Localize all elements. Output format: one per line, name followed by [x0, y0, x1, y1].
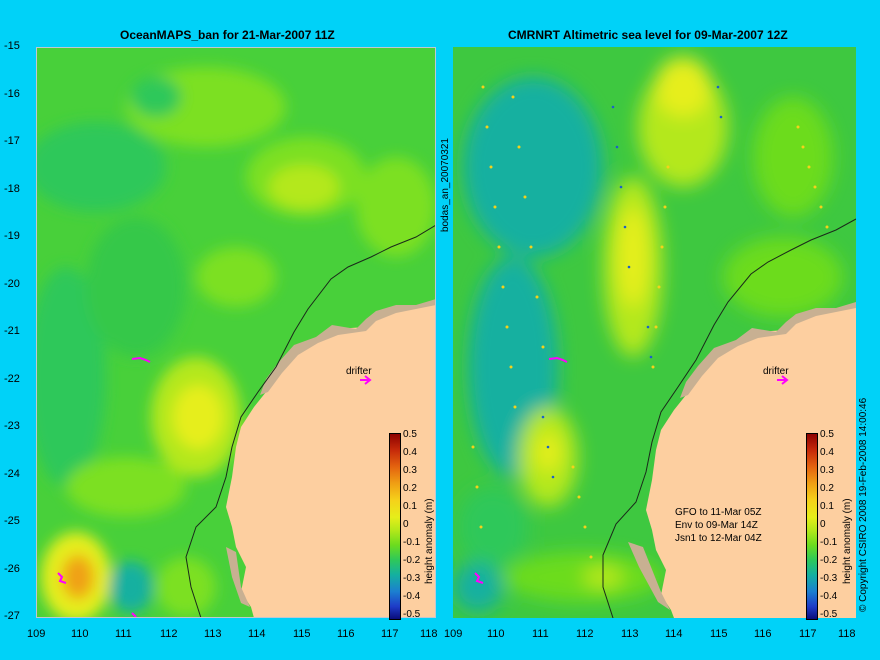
y-tick: -25 [4, 515, 20, 527]
drifter-label-left: drifter [346, 366, 372, 377]
x-tick: 112 [576, 628, 594, 640]
y-tick: -19 [4, 230, 20, 242]
y-tick: -22 [4, 373, 20, 385]
left-colorbar [389, 433, 401, 620]
colorbar-tick: 0.2 [403, 483, 417, 494]
australia-land [226, 302, 436, 618]
colorbar-tick: 0 [820, 519, 826, 530]
drifter-track-2 [474, 572, 484, 584]
left-map-canvas[interactable]: drifter [36, 47, 436, 618]
satellite-legend-line: Env to 09-Mar 14Z [675, 520, 758, 531]
colorbar-tick: 0.2 [820, 483, 834, 494]
colorbar-tick: 0.3 [403, 465, 417, 476]
x-tick: 117 [799, 628, 817, 640]
drifter-label-right: drifter [763, 366, 789, 377]
right-colorbar-label: height anomaly (m) [842, 498, 853, 584]
x-tick: 114 [665, 628, 683, 640]
x-tick: 113 [621, 628, 639, 640]
y-tick: -17 [4, 135, 20, 147]
x-tick: 110 [487, 628, 505, 640]
drifter-track-1 [548, 356, 568, 363]
colorbar-tick: -0.1 [403, 537, 421, 548]
copyright-label: © Copyright CSIRO 2008 19-Feb-2008 14:00… [858, 397, 869, 612]
coastal-shelf [226, 299, 436, 607]
x-tick: 111 [115, 628, 132, 640]
colorbar-tick: -0.4 [820, 591, 838, 602]
drifter-arrow-right [777, 375, 789, 385]
x-tick: 117 [381, 628, 399, 640]
satellite-legend-line: GFO to 11-Mar 05Z [675, 507, 762, 518]
x-tick: 109 [27, 628, 46, 640]
drifter-arrow-left [360, 375, 372, 385]
colorbar-tick: 0.1 [820, 501, 834, 512]
x-tick: 118 [420, 628, 438, 640]
x-tick: 118 [838, 628, 856, 640]
right-map-canvas[interactable]: drifter GFO to 11-Mar 05Z Env to 09-Mar … [453, 47, 856, 618]
drifter-track-3 [131, 612, 137, 618]
colorbar-tick: 0.4 [403, 447, 417, 458]
x-tick: 116 [337, 628, 355, 640]
right-colorbar [806, 433, 818, 620]
y-tick: -21 [4, 325, 20, 337]
y-tick: -15 [4, 40, 20, 52]
altimeter-track-dots [471, 85, 829, 559]
y-tick: -20 [4, 278, 20, 290]
colorbar-tick: -0.3 [403, 573, 421, 584]
x-tick: 114 [248, 628, 266, 640]
colorbar-tick: 0.1 [403, 501, 417, 512]
colorbar-tick: -0.3 [820, 573, 838, 584]
colorbar-tick: -0.1 [820, 537, 838, 548]
x-tick: 112 [160, 628, 178, 640]
right-map-title: CMRNRT Altimetric sea level for 09-Mar-2… [508, 28, 788, 42]
colorbar-tick: 0 [403, 519, 409, 530]
height-anomaly-field [453, 57, 843, 612]
y-tick: -24 [4, 468, 20, 480]
satellite-legend-line: Jsn1 to 12-Mar 04Z [675, 533, 762, 544]
analysis-file-label: bodas_an_20070321 [440, 138, 451, 232]
x-tick: 115 [710, 628, 728, 640]
y-tick: -23 [4, 420, 20, 432]
height-anomaly-field [36, 67, 436, 618]
left-map-title: OceanMAPS_ban for 21-Mar-2007 11Z [120, 28, 335, 42]
y-tick: -18 [4, 183, 20, 195]
altimeter-track-dots-blue [541, 85, 723, 479]
colorbar-tick: 0.5 [403, 429, 417, 440]
colorbar-tick: -0.5 [403, 609, 421, 620]
x-tick: 113 [204, 628, 222, 640]
x-tick: 110 [71, 628, 89, 640]
australia-land [646, 305, 856, 618]
colorbar-tick: 0.3 [820, 465, 834, 476]
x-tick: 116 [754, 628, 772, 640]
y-tick: -27 [4, 610, 20, 622]
colorbar-tick: -0.2 [403, 555, 421, 566]
colorbar-tick: -0.5 [820, 609, 838, 620]
drifter-track-1 [131, 356, 151, 363]
colorbar-tick: -0.2 [820, 555, 838, 566]
shelf-break-contour [185, 224, 436, 618]
y-tick: -26 [4, 563, 20, 575]
x-tick: 111 [532, 628, 549, 640]
colorbar-tick: 0.5 [820, 429, 834, 440]
colorbar-tick: -0.4 [403, 591, 421, 602]
colorbar-tick: 0.4 [820, 447, 834, 458]
drifter-track-2 [57, 572, 67, 584]
x-tick: 115 [293, 628, 311, 640]
coastal-shelf [628, 302, 856, 610]
x-tick: 109 [444, 628, 463, 640]
shelf-break-contour [602, 218, 856, 618]
left-colorbar-label: height anomaly (m) [424, 498, 435, 584]
y-tick: -16 [4, 88, 20, 100]
